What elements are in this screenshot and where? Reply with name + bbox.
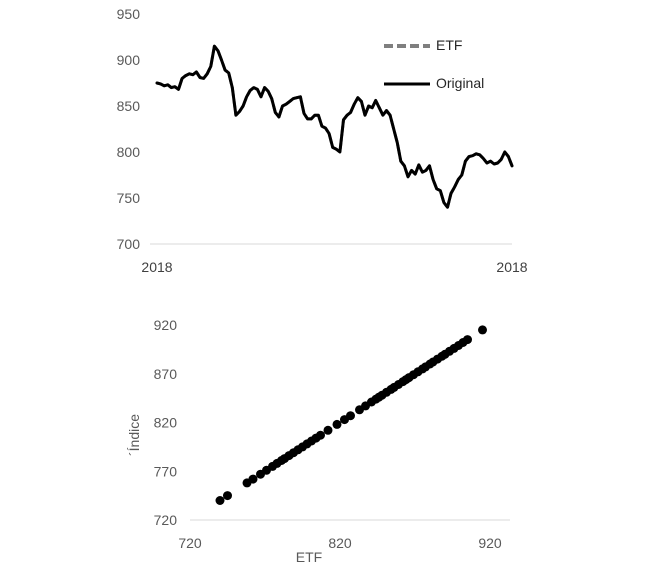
series-group — [155, 44, 514, 209]
y-tick-label: 950 — [117, 6, 141, 22]
line-chart: 700 750 800 850 900 950 2018 2018 ETF Origina… — [117, 6, 528, 275]
scatter-y-tick-label: 870 — [154, 366, 178, 382]
scatter-point — [323, 425, 333, 435]
legend-original-label: Original — [436, 75, 484, 91]
legend-etf-label: ETF — [436, 37, 462, 53]
scatter-point — [316, 430, 325, 440]
scatter-x-tick-labels: 720 820 920 — [178, 535, 502, 551]
legend: ETF Original — [384, 37, 484, 91]
x-tick-label-start: 2018 — [141, 259, 172, 275]
y-tick-label: 900 — [117, 52, 141, 68]
scatter-point — [248, 474, 258, 484]
scatter-x-tick-label: 720 — [178, 535, 202, 551]
scatter-y-tick-label: 720 — [154, 512, 178, 528]
scatter-point — [215, 496, 225, 505]
series-line-original — [155, 44, 514, 209]
x-tick-label-end: 2018 — [496, 259, 527, 275]
scatter-y-tick-labels: 720 770 820 870 920 — [154, 317, 178, 528]
scatter-chart: 720 770 820 870 920 720 820 920 ETF ´Índice — [126, 317, 510, 565]
y-tick-labels: 700 750 800 850 900 950 — [117, 6, 141, 252]
y-axis-title: ´Índice — [126, 414, 142, 456]
y-tick-label: 800 — [117, 144, 141, 160]
x-axis-title: ETF — [296, 549, 322, 565]
scatter-point — [478, 325, 487, 335]
scatter-x-tick-label: 820 — [328, 535, 352, 551]
scatter-y-tick-label: 920 — [154, 317, 178, 333]
scatter-y-tick-label: 820 — [154, 415, 178, 431]
scatter-point — [346, 411, 355, 421]
scatter-x-tick-label: 920 — [478, 535, 502, 551]
scatter-y-tick-label: 770 — [154, 463, 178, 479]
y-tick-label: 750 — [117, 190, 141, 206]
y-tick-label: 850 — [117, 98, 141, 114]
scatter-point — [223, 491, 232, 501]
scatter-point — [332, 419, 342, 429]
scatter-point — [463, 335, 472, 345]
scatter-points — [215, 325, 487, 505]
y-tick-label: 700 — [117, 236, 141, 252]
